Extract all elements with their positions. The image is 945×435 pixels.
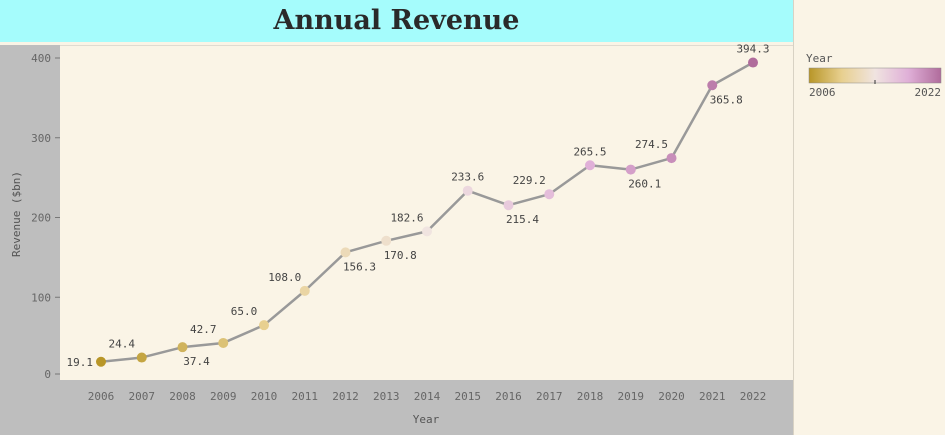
- data-point: [381, 235, 392, 246]
- data-point: [707, 80, 718, 91]
- data-point: [748, 57, 758, 68]
- legend-max-label: 2022: [915, 86, 942, 99]
- data-label: 19.1: [67, 356, 94, 369]
- x-tick-label: 2018: [577, 390, 604, 403]
- x-tick-label: 2014: [414, 390, 441, 403]
- y-tick-label: 200: [31, 212, 51, 225]
- data-point: [259, 320, 269, 331]
- data-point: [462, 185, 473, 196]
- data-point: [666, 153, 677, 164]
- data-point: [136, 352, 147, 363]
- y-axis: 0 100 200 300 400: [31, 52, 60, 381]
- x-tick-label: 2013: [373, 390, 400, 403]
- data-point: [585, 160, 595, 171]
- x-tick-label: 2017: [536, 390, 563, 403]
- data-point: [503, 200, 514, 211]
- data-label: 233.6: [451, 171, 484, 184]
- data-point: [544, 189, 555, 200]
- data-labels: 19.1 24.4 37.4 42.7 65.0 108.0 156.3 170.8 182.6…: [67, 43, 770, 369]
- data-label: 260.1: [628, 178, 661, 191]
- data-label: 274.5: [635, 138, 668, 151]
- x-axis-band: [60, 380, 793, 435]
- x-tick-label: 2021: [699, 390, 726, 403]
- chart-title: Annual Revenue: [273, 5, 520, 36]
- x-tick-label: 2012: [332, 390, 359, 403]
- legend-title: Year: [806, 52, 833, 65]
- y-tick-label: 100: [31, 291, 51, 304]
- data-label: 42.7: [190, 323, 217, 336]
- data-label: 229.2: [513, 174, 546, 187]
- x-tick-label: 2007: [129, 390, 156, 403]
- y-axis-band: [0, 45, 60, 435]
- data-label: 156.3: [343, 260, 376, 273]
- y-tick-label: 400: [31, 52, 51, 65]
- x-tick-label: 2008: [169, 390, 196, 403]
- data-label: 37.4: [183, 355, 210, 368]
- data-point: [218, 337, 229, 348]
- data-label: 182.6: [390, 211, 423, 224]
- y-tick-label: 300: [31, 132, 51, 145]
- y-axis-label: Revenue ($bn): [10, 171, 23, 257]
- data-label: 394.3: [736, 43, 769, 56]
- x-tick-label: 2009: [210, 390, 237, 403]
- x-tick-label: 2010: [251, 390, 278, 403]
- legend-min-label: 2006: [809, 86, 836, 99]
- x-axis: 2006 2007 2008 2009 2010 2011 2012 2013 2014 2015…: [88, 390, 767, 403]
- title-bar: Annual Revenue: [0, 0, 793, 42]
- data-label: 365.8: [710, 93, 743, 106]
- data-point: [625, 164, 636, 175]
- x-tick-label: 2019: [618, 390, 645, 403]
- x-tick-label: 2016: [495, 390, 522, 403]
- series-line: [100, 61, 754, 364]
- x-tick-label: 2015: [455, 390, 482, 403]
- data-label: 265.5: [573, 145, 606, 158]
- y-tick-label: 0: [44, 368, 51, 381]
- data-point: [340, 247, 351, 258]
- data-point: [177, 342, 188, 353]
- x-tick-label: 2011: [292, 390, 319, 403]
- data-points: [96, 57, 758, 367]
- data-label: 215.4: [506, 213, 539, 226]
- data-point: [96, 356, 106, 367]
- data-point: [422, 226, 432, 237]
- data-point: [299, 285, 310, 296]
- data-label: 170.8: [384, 249, 417, 262]
- x-tick-label: 2020: [658, 390, 685, 403]
- x-axis-label: Year: [413, 413, 440, 426]
- x-tick-label: 2006: [88, 390, 115, 403]
- x-tick-label: 2022: [740, 390, 767, 403]
- data-label: 65.0: [231, 305, 258, 318]
- data-label: 108.0: [268, 271, 301, 284]
- data-label: 24.4: [109, 338, 136, 351]
